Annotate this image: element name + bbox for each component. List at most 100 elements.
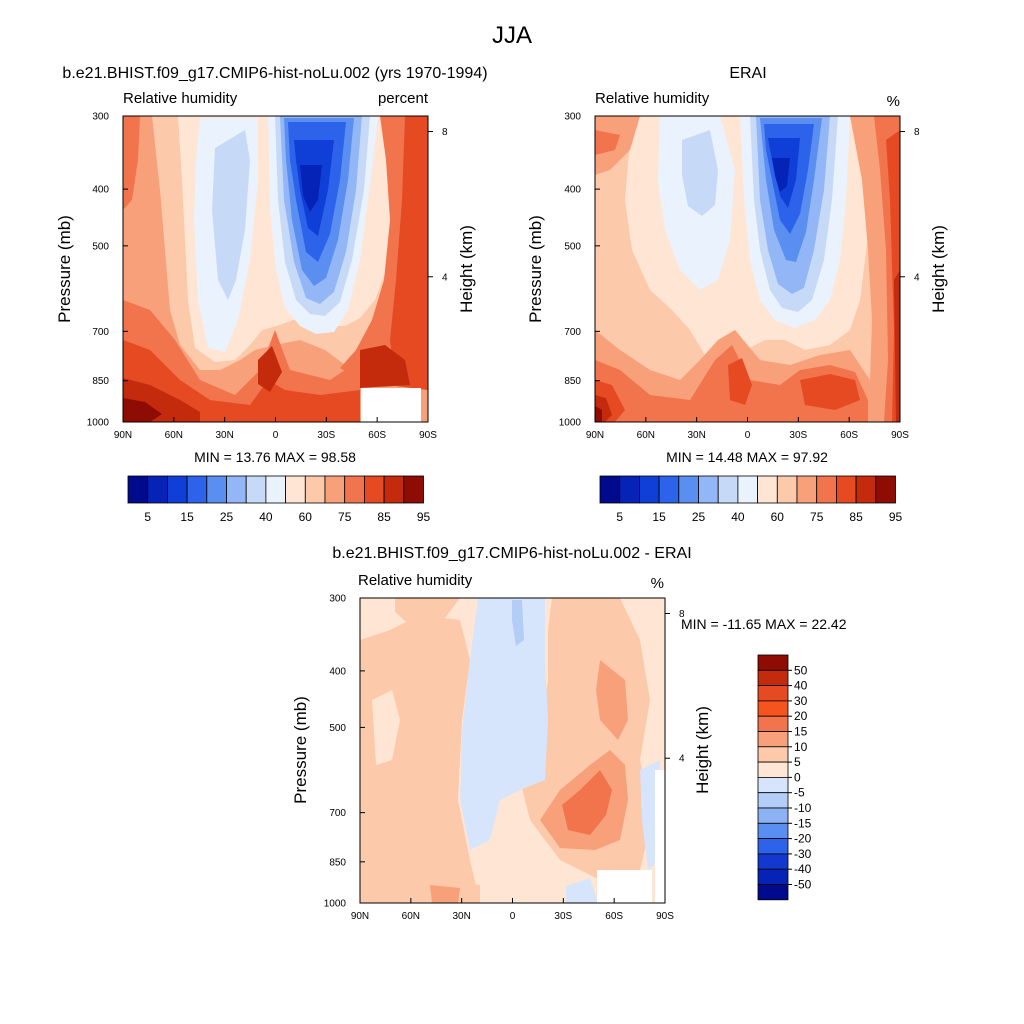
x-tick-label: 60N <box>637 430 655 441</box>
colorbar-swatch <box>166 475 188 504</box>
colorbar-label: 75 <box>338 510 352 524</box>
x-tick-label: 30S <box>789 430 807 441</box>
right-tick-label: 8 <box>442 127 448 138</box>
contour-band <box>460 598 548 850</box>
colorbar-swatch <box>836 475 857 504</box>
subtitle-right: % <box>887 93 900 110</box>
colorbar-swatch <box>245 475 267 504</box>
x-tick-label: 30S <box>554 911 572 922</box>
colorbar-swatch <box>757 746 789 763</box>
colorbar-swatch <box>796 475 818 504</box>
contour-band <box>390 116 428 390</box>
colorbar-swatch <box>304 475 326 504</box>
colorbar-swatch <box>698 475 719 504</box>
colorbar-swatch <box>757 822 789 839</box>
right-tick-label: 4 <box>442 272 448 283</box>
colorbar-swatch <box>186 475 208 504</box>
contour-band <box>212 130 250 300</box>
y-tick-label: 700 <box>329 808 346 819</box>
colorbar-swatch <box>344 475 365 504</box>
contour-band <box>375 682 400 690</box>
contour-band <box>894 270 900 422</box>
right-tick-label: 8 <box>914 127 920 138</box>
colorbar-swatch <box>757 868 789 885</box>
contour-band <box>123 116 140 210</box>
y-tick-label: 850 <box>92 376 109 387</box>
colorbar-swatch <box>875 475 896 504</box>
panel-model: b.e21.BHIST.f09_g17.CMIP6-hist-noLu.002 … <box>55 65 488 524</box>
y-tick-label: 300 <box>329 594 346 605</box>
subtitle-right: percent <box>378 90 429 107</box>
axes: 90N 60N 30N 0 30S 60S 90S 300 400 500 700 850 1000 8 4 <box>324 594 685 923</box>
colorbar-label: 10 <box>794 740 808 754</box>
missing-data-region <box>655 770 665 903</box>
x-tick-label: 60N <box>165 430 183 441</box>
colorbar-label: 60 <box>299 510 313 524</box>
contour-band <box>772 158 790 192</box>
right-axis-label: Height (km) <box>929 225 948 313</box>
contour-field <box>595 116 900 422</box>
colorbar-label: 60 <box>771 510 785 524</box>
x-tick-label: 90N <box>586 430 604 441</box>
colorbar-swatch <box>757 853 789 870</box>
right-axis-label: Height (km) <box>693 706 712 794</box>
y-tick-label: 850 <box>564 376 581 387</box>
colorbar-swatch <box>757 685 789 702</box>
colorbar: 5 15 25 40 60 75 85 95 <box>127 475 431 524</box>
y-tick-label: 400 <box>329 666 346 677</box>
x-tick-label: 30N <box>452 911 470 922</box>
colorbar-swatch <box>757 654 789 671</box>
colorbar-swatch <box>678 475 699 504</box>
colorbar-swatch <box>265 475 286 504</box>
contour-band <box>395 598 460 625</box>
colorbar-swatch <box>757 731 789 748</box>
contour-band <box>596 660 628 740</box>
colorbar-label: 85 <box>849 510 863 524</box>
subtitle-left: Relative humidity <box>595 90 710 107</box>
contour-band <box>300 165 322 212</box>
colorbar-label: -15 <box>794 816 812 830</box>
subtitle-right: % <box>651 575 664 592</box>
panel-erai: ERAI Relative humidity % <box>526 65 948 524</box>
colorbar-swatch <box>285 475 306 504</box>
x-tick-label: 30N <box>215 430 233 441</box>
right-axis-label: Height (km) <box>457 225 476 313</box>
x-tick-label: 0 <box>510 911 516 922</box>
colorbar-label: 95 <box>417 510 431 524</box>
colorbar-swatch <box>599 475 621 504</box>
colorbar-swatch <box>717 475 739 504</box>
colorbar-swatch <box>658 475 680 504</box>
x-tick-label: 60S <box>605 911 623 922</box>
min-max-stats: MIN = 13.76 MAX = 98.58 <box>194 449 356 465</box>
colorbar-label: 40 <box>731 510 745 524</box>
colorbar-label: 25 <box>692 510 706 524</box>
colorbar-label: 25 <box>220 510 234 524</box>
colorbar-label: 15 <box>794 725 808 739</box>
colorbar-label: 75 <box>810 510 824 524</box>
y-tick-label: 700 <box>564 327 581 338</box>
subtitle-left: Relative humidity <box>123 90 238 107</box>
colorbar-label: 5 <box>794 755 801 769</box>
colorbar-swatch <box>855 475 877 504</box>
colorbar-label: 0 <box>794 770 801 784</box>
figure-title: JJA <box>492 22 532 49</box>
colorbar-swatch <box>127 475 149 504</box>
colorbar-swatch <box>757 777 789 794</box>
colorbar-swatch <box>757 807 789 824</box>
colorbar-label: 15 <box>652 510 666 524</box>
colorbar-label: 15 <box>180 510 194 524</box>
contour-band <box>372 690 400 765</box>
x-tick-label: 90N <box>114 430 132 441</box>
colorbar-label: 50 <box>794 663 808 677</box>
x-tick-label: 90S <box>419 430 437 441</box>
x-tick-label: 90S <box>656 911 674 922</box>
colorbar-swatch <box>226 475 247 504</box>
colorbar-swatch <box>363 475 385 504</box>
colorbar-swatch <box>757 700 789 717</box>
y-tick-label: 400 <box>564 185 581 196</box>
colorbar-swatch <box>619 475 640 504</box>
x-tick-label: 90S <box>891 430 909 441</box>
contour-band <box>258 346 282 392</box>
x-tick-label: 30S <box>317 430 335 441</box>
